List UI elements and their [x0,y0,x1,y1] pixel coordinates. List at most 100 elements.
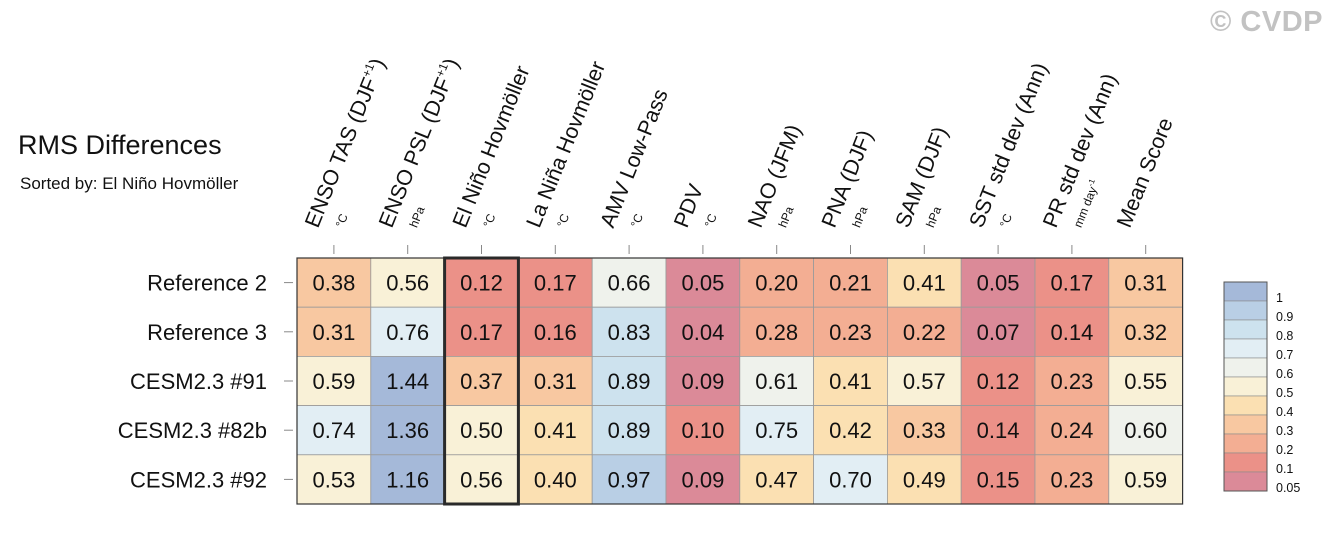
cell-value-label: 0.04 [681,320,724,345]
heatmap-cell [296,454,372,505]
heatmap-cell [887,355,962,406]
cell-value-label: 0.53 [312,467,355,492]
cell-value-label: 0.66 [608,271,651,296]
cell-value-label: 0.56 [386,271,429,296]
cell-value-label: 0.23 [1050,467,1093,492]
heatmap-cell [1108,257,1184,308]
cell-value-label: 0.76 [386,320,429,345]
row-label: Reference 2 [147,271,267,296]
heatmap-cell [665,454,741,505]
heatmap-cell [1034,306,1110,357]
heatmap-cell [665,355,741,406]
row-label: CESM2.3 #82b [118,418,267,443]
colorbar-level-label: 0.7 [1276,348,1293,362]
heatmap-cell [665,306,741,357]
cell-value-label: 0.09 [681,369,724,394]
cell-value-label: 0.41 [534,418,577,443]
cell-value-label: 0.50 [460,418,503,443]
heatmap-cell [665,405,741,456]
heatmap-cell [591,306,667,357]
cell-value-label: 0.17 [460,320,503,345]
cell-value-label: 1.44 [386,369,429,394]
cell-value-label: 0.83 [608,320,651,345]
colorbar-level-label: 0.6 [1276,367,1293,381]
cell-value-label: 0.07 [977,320,1020,345]
cell-value-label: 0.89 [608,369,651,394]
cell-value-label: 0.47 [755,467,798,492]
cell-value-label: 0.14 [977,418,1020,443]
heatmap-cell [1108,306,1184,357]
cell-value-label: 0.31 [534,369,577,394]
cvdp-watermark: © CVDP [1210,6,1323,38]
cell-value-label: 0.42 [829,418,872,443]
heatmap-cell [813,257,888,308]
column-unit-label: °C [480,211,498,229]
column-label: El Niño Hovmöller [448,62,535,231]
colorbar-level-label: 0.8 [1276,329,1293,343]
colorbar-swatch [1223,300,1268,321]
cell-value-label: 0.21 [829,271,872,296]
heatmap-cell [1108,355,1184,406]
colorbar-swatch [1223,281,1268,302]
cell-value-label: 0.59 [312,369,355,394]
row-labels: Reference 2 Reference 3 CESM2.3 #91 CESM2.3… [118,271,293,492]
column-unit-label: °C [554,211,572,229]
colorbar-level-label: 0.5 [1276,386,1293,400]
colorbar-swatch [1223,338,1268,359]
colorbar-swatch [1223,319,1268,340]
colorbar-level-label: 0.9 [1276,310,1293,324]
cell-value-label: 0.09 [681,467,724,492]
column-unit-superscript: -1 [1086,177,1097,187]
column-unit-label: °C [997,211,1015,229]
column-unit-label: °C [702,211,720,229]
cell-value-label: 0.75 [755,418,798,443]
cell-value-label: 0.74 [312,418,355,443]
colorbar-level-label: 1 [1276,291,1283,305]
column-labels: ENSO TAS (DJF+1)°C ENSO PSL (DJF+1)hPa El … [299,54,1178,254]
heatmap-cell [960,405,1036,456]
cell-value-label: 0.60 [1124,418,1167,443]
column-label: NAO (JFM) [743,121,806,231]
heatmap-cell [370,257,445,308]
column-label-group: Mean Score [1112,114,1178,230]
cell-value-label: 0.37 [460,369,503,394]
cell-value-label: 0.41 [829,369,872,394]
cell-value-label: 0.23 [829,320,872,345]
heatmap-cell [1108,454,1184,505]
cell-value-label: 0.59 [1124,467,1167,492]
cell-value-label: 0.61 [755,369,798,394]
column-unit-label: hPa [776,204,797,229]
cell-value-label: 0.14 [1050,320,1093,345]
column-unit-label: hPa [923,204,944,229]
cell-value-label: 0.97 [608,467,651,492]
column-label: ENSO TAS (DJF+1) [299,54,390,230]
cell-value-label: 0.31 [312,320,355,345]
heatmap-cell [296,355,372,406]
column-label: PNA (DJF) [817,127,878,231]
colorbar-level-label: 0.3 [1276,424,1293,438]
cell-value-label: 0.15 [977,467,1020,492]
heatmap-value-labels: 0.38 0.56 0.12 0.17 0.66 0.05 0.20 0.21 0.41 0.05… [312,271,1167,493]
heatmap-cell [1034,257,1110,308]
colorbar-swatch [1223,376,1268,397]
cell-value-label: 0.38 [312,271,355,296]
colorbar-level-label: 0.05 [1276,481,1300,495]
cell-value-label: 0.17 [1050,271,1093,296]
cell-value-label: 0.32 [1124,320,1167,345]
cell-value-label: 0.33 [903,418,946,443]
heatmap-cell [296,405,372,456]
column-label-group: PNA (DJF)hPa [817,127,878,231]
colorbar-swatch [1223,471,1268,492]
heatmap-cell [370,405,445,456]
heatmap-cell [960,355,1036,406]
cell-value-label: 0.55 [1124,369,1167,394]
cell-value-label: 0.28 [755,320,798,345]
column-label: SST std dev (Ann) [964,59,1052,230]
colorbar-level-label: 0.2 [1276,443,1293,457]
colorbar-frame [1223,281,1268,492]
column-label-group: SAM (DJF)hPa [891,123,953,231]
heatmap-cell [518,454,593,505]
heatmap-cells [296,257,1184,505]
cell-value-label: 1.16 [386,467,429,492]
